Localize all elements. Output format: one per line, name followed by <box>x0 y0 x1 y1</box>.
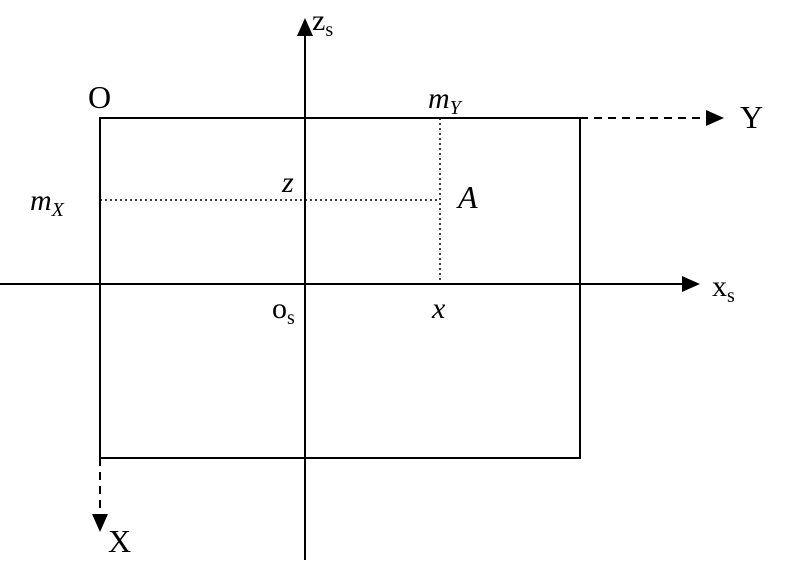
label-zs: zs <box>312 4 333 41</box>
diagram-canvas: zs xs os O Y X mY mX A z x <box>0 0 786 567</box>
label-xs: xs <box>712 270 735 307</box>
label-A: A <box>456 179 478 215</box>
zs-arrowhead <box>297 18 313 36</box>
label-os: os <box>272 292 295 329</box>
image-rect <box>100 118 580 458</box>
label-mY: mY <box>428 82 463 119</box>
label-mX: mX <box>30 184 65 221</box>
label-X: X <box>108 523 131 559</box>
xs-arrowhead <box>682 276 700 292</box>
label-z: z <box>281 166 294 199</box>
label-O: O <box>88 79 111 115</box>
Y-arrowhead <box>706 110 724 126</box>
X-arrowhead <box>92 514 108 532</box>
label-x: x <box>431 292 446 325</box>
label-Y: Y <box>740 99 763 135</box>
